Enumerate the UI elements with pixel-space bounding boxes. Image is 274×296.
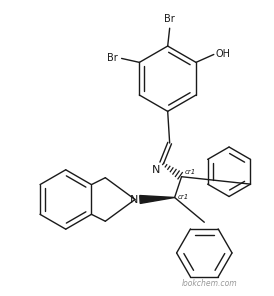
Text: Br: Br [164, 14, 175, 24]
Text: cr1: cr1 [178, 194, 189, 200]
Text: N: N [152, 165, 160, 175]
Text: N: N [130, 195, 138, 205]
Polygon shape [140, 196, 175, 203]
Text: cr1: cr1 [184, 169, 196, 175]
Text: lookchem.com: lookchem.com [181, 279, 237, 288]
Text: Br: Br [107, 53, 118, 63]
Text: OH: OH [216, 49, 231, 59]
